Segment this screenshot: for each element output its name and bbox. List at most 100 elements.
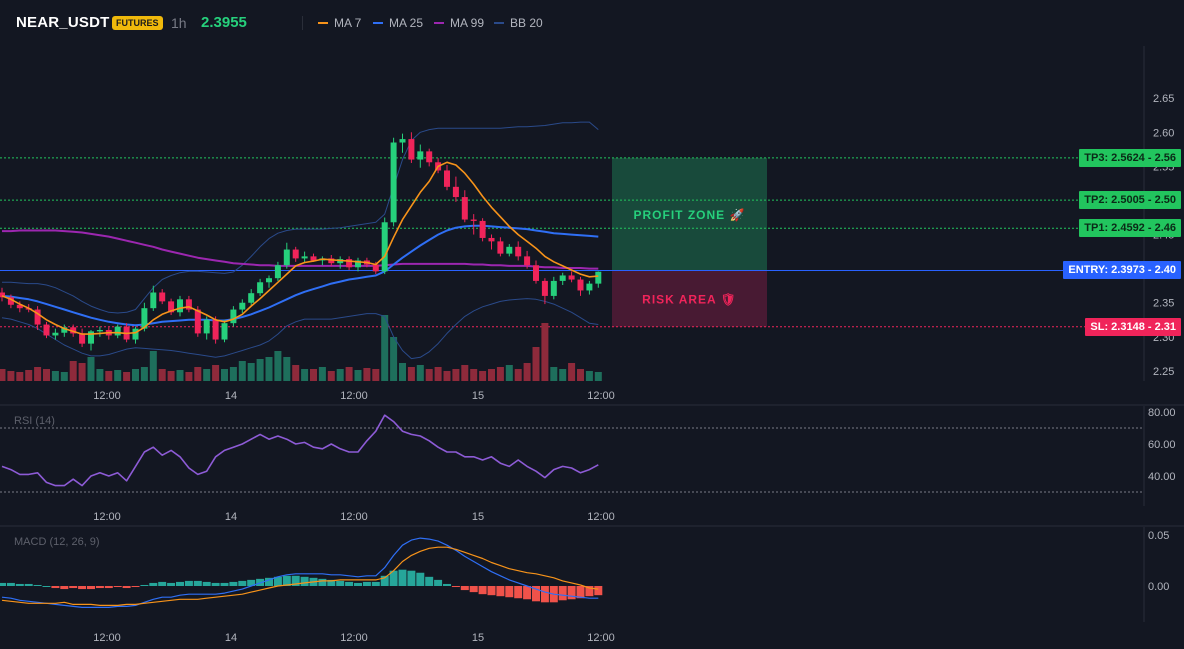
header-divider [302, 16, 303, 30]
macd-histogram-bar [576, 586, 585, 599]
bb-upper-line [2, 121, 599, 314]
macd-histogram-bar [460, 586, 469, 591]
macd-histogram-bar [273, 576, 282, 586]
time-axis-tick: 12:00 [93, 390, 121, 402]
volume-bar [488, 369, 495, 381]
macd-histogram-bar [282, 575, 291, 586]
time-axis-tick: 12:00 [587, 632, 615, 644]
macd-histogram-bar [78, 586, 87, 590]
candle-body [426, 151, 433, 163]
candle-body [479, 220, 486, 238]
volume-bar [7, 371, 15, 381]
volume-bar [336, 369, 344, 381]
macd-histogram-bar [211, 582, 220, 586]
volume-bar [185, 372, 193, 381]
candle-body [203, 319, 210, 334]
macd-histogram-bar [6, 582, 15, 586]
volume-bar [274, 351, 282, 381]
volume-bar [514, 369, 522, 381]
macd-histogram-bar [354, 582, 362, 586]
rsi-axis-tick: 80.00 [1148, 407, 1176, 419]
candle-body [185, 299, 192, 310]
volume-bar [407, 367, 415, 381]
candle-body [88, 331, 94, 344]
candle-body [550, 280, 557, 296]
legend-item-ma99[interactable]: MA 99 [434, 16, 484, 30]
volume-bar [256, 359, 264, 381]
macd-line [1, 537, 599, 609]
macd-histogram-bar [425, 576, 434, 586]
macd-histogram-bar [265, 577, 273, 586]
macd-histogram-bar [176, 581, 184, 586]
macd-histogram-bar [238, 580, 247, 586]
level-tag-tp[interactable]: TP2: 2.5005 - 2.50 [1079, 191, 1181, 210]
candle-body [150, 292, 157, 309]
time-axis-tick: 12:00 [340, 632, 368, 644]
macd-histogram-bar [469, 586, 478, 593]
volume-bar [434, 367, 442, 381]
legend-item-ma7[interactable]: MA 7 [318, 16, 361, 30]
volume-bar [34, 367, 42, 381]
volume-bar [87, 357, 95, 381]
candle-body [408, 139, 415, 160]
candle-body [533, 265, 539, 281]
volume-bar [568, 363, 576, 381]
candle-body [239, 302, 246, 310]
candle-body [221, 323, 228, 340]
candle-body [515, 246, 522, 257]
symbol-name[interactable]: NEAR_USDT [16, 14, 110, 31]
level-tag-sl[interactable]: SL: 2.3148 - 2.31 [1085, 317, 1181, 336]
level-tag-tp[interactable]: TP1: 2.4592 - 2.46 [1079, 219, 1181, 238]
candle-body [79, 333, 86, 344]
volume-bar [158, 369, 166, 381]
macd-histogram-bar [193, 580, 202, 586]
volume-bar [470, 369, 478, 381]
macd-histogram-bar [95, 586, 104, 589]
volume-bar [363, 368, 371, 381]
macd-histogram-bar [104, 586, 113, 589]
candle-body [568, 275, 575, 280]
legend-label: MA 99 [450, 16, 485, 30]
candle-body [248, 293, 255, 303]
volume-bar [479, 371, 487, 381]
legend-swatch [318, 22, 328, 24]
macd-histogram-bar [416, 572, 425, 586]
level-tag-tp[interactable]: TP3: 2.5624 - 2.56 [1079, 148, 1181, 167]
volume-bar [345, 367, 353, 381]
volume-bar [577, 369, 584, 381]
volume-bar [559, 369, 567, 381]
volume-bar [238, 361, 246, 381]
candle-body [96, 330, 103, 332]
candle-body [417, 151, 424, 160]
level-tag-entry[interactable]: ENTRY: 2.3973 - 2.40 [1063, 261, 1181, 280]
ma7-line [1, 161, 599, 335]
volume-bar [114, 370, 122, 381]
candle-body [452, 186, 459, 198]
candle-body [7, 297, 14, 305]
market-badge: FUTURES [112, 16, 163, 30]
candle-body [16, 304, 23, 309]
interval-selector[interactable]: 1h [171, 15, 187, 31]
macd-histogram-bar [15, 583, 24, 586]
volume-bar [140, 367, 148, 381]
macd-histogram-bar [42, 586, 51, 587]
candle-body [52, 332, 59, 336]
legend-swatch [494, 22, 504, 24]
candle-body [132, 328, 139, 340]
volume-bar [585, 371, 593, 381]
legend-item-bb20[interactable]: BB 20 [494, 16, 543, 30]
candle-body [159, 292, 166, 302]
candle-body [43, 324, 50, 336]
macd-histogram-bar [362, 581, 371, 586]
candle-body [301, 256, 308, 259]
volume-bar [221, 369, 228, 381]
volume-bar [461, 365, 469, 381]
macd-histogram-bar [336, 580, 345, 586]
candle-body [0, 292, 5, 298]
macd-histogram-bar [487, 586, 496, 596]
legend-item-ma25[interactable]: MA 25 [373, 16, 423, 30]
price-axis-tick: 2.35 [1153, 298, 1174, 310]
macd-histogram-bar [505, 586, 514, 598]
candle-body [381, 222, 388, 272]
